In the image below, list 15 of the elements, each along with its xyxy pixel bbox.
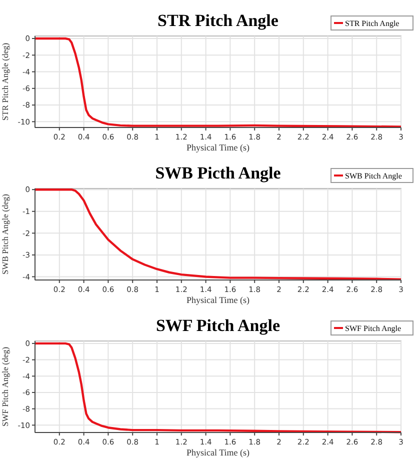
legend-label: SWF Pitch Angle	[345, 324, 402, 333]
y-axis-title: SWF Pitch Angle (deg)	[0, 346, 10, 427]
y-axis-title: STR Pitch Angle (deg)	[0, 42, 10, 121]
line-series	[34, 188, 402, 280]
chart-title: SWB Picth Angle	[155, 164, 282, 182]
chart-title: SWF Pitch Angle	[156, 316, 280, 335]
chart-title: STR Pitch Angle	[158, 11, 279, 30]
line-series	[34, 342, 402, 434]
legend-label: SWB Pitch Angle	[345, 171, 402, 180]
x-axis-title: Physical Time (s)	[186, 142, 250, 152]
y-axis-title: SWB Pitch Angle (deg)	[0, 194, 10, 275]
line-series	[34, 37, 402, 128]
x-axis-title: Physical Time (s)	[186, 295, 250, 305]
legend-label: STR Pitch Angle	[345, 18, 400, 28]
x-axis-title: Physical Time (s)	[186, 448, 250, 458]
